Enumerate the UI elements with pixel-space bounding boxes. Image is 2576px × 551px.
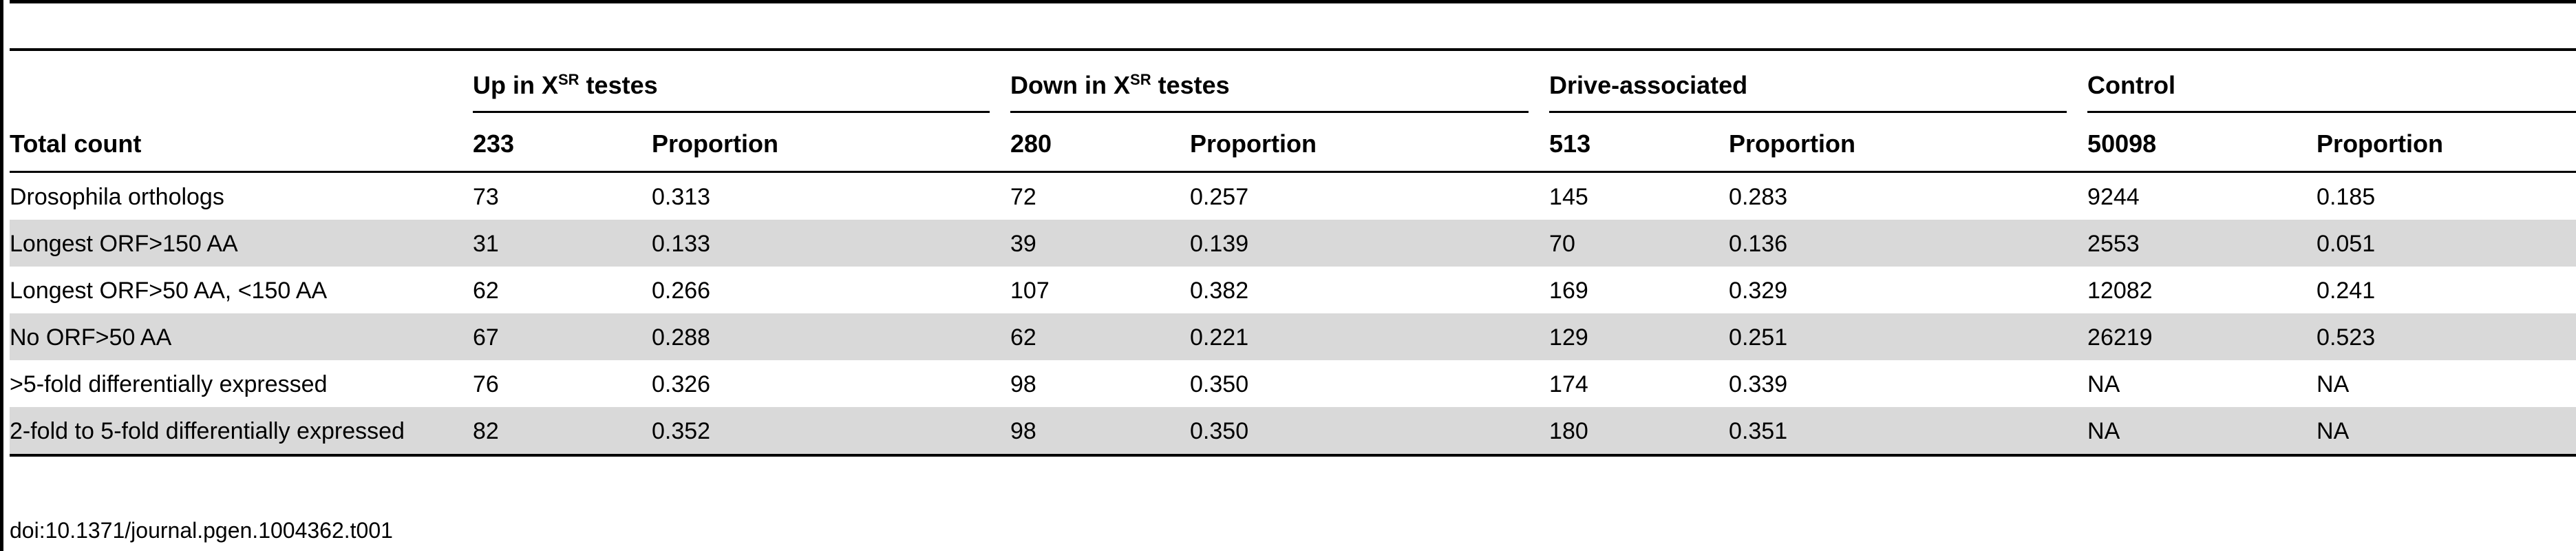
table-cell: 98 [1010, 371, 1036, 397]
table-cell: 0.382 [1190, 278, 1249, 304]
left-border-rule [0, 0, 3, 551]
table-cell: 76 [473, 371, 499, 397]
table-cell: 0.350 [1190, 371, 1249, 397]
table-row: No ORF>50 AA 67 0.288 62 0.221 129 0.251… [10, 313, 2576, 360]
table-cell: 0.257 [1190, 184, 1249, 210]
group-header-label: Up in X [473, 70, 558, 99]
proportion-header: Proportion [652, 117, 1011, 173]
table-cell: 0.351 [1729, 407, 2088, 455]
table-cell: 0.133 [652, 220, 1011, 267]
row-label: >5-fold differentially expressed [10, 371, 328, 397]
table-cell: 0.266 [652, 278, 711, 304]
table-cell: 107 [1010, 278, 1050, 304]
table-cell: 0.221 [1190, 313, 1550, 360]
table-cell: 0.251 [1729, 313, 2088, 360]
table-cell: 73 [473, 184, 499, 210]
table-cell: 0.051 [2317, 220, 2576, 267]
group-header-label: Drive-associated [1549, 70, 1748, 99]
group-header-control: Control [2087, 50, 2576, 117]
doi-caption: doi:10.1371/journal.pgen.1004362.t001 [10, 518, 393, 543]
table-cell: NA [2087, 407, 2317, 455]
table-row: >5-fold differentially expressed 76 0.32… [10, 360, 2576, 407]
group-header-up: Up in XSR testes [473, 50, 1010, 117]
table-cell: 145 [1549, 184, 1588, 210]
table-cell: 0.288 [652, 313, 1011, 360]
count-drive: 513 [1549, 117, 1729, 173]
table-cell: 180 [1549, 407, 1729, 455]
group-header-superscript: SR [558, 70, 579, 88]
table-cell: 31 [473, 220, 652, 267]
table-cell: 0.283 [1729, 184, 1788, 210]
table-cell: 169 [1549, 278, 1588, 304]
table-cell: 0.352 [652, 407, 1011, 455]
table-cell: 2553 [2087, 220, 2317, 267]
table-cell: 26219 [2087, 313, 2317, 360]
group-header-superscript: SR [1130, 70, 1151, 88]
total-count-label: Total count [10, 117, 473, 173]
table-cell: 0.339 [1729, 371, 1788, 397]
table-cell: NA [2087, 371, 2120, 397]
table-cell: 9244 [2087, 184, 2140, 210]
table-cell: 0.350 [1190, 407, 1550, 455]
table-cell: 70 [1549, 220, 1729, 267]
table-cell: 0.313 [652, 184, 711, 210]
group-header-label: Control [2087, 70, 2176, 99]
table-cell: 67 [473, 313, 652, 360]
table-cell: 0.185 [2317, 184, 2376, 210]
data-table: Up in XSR testes Down in XSR testes Driv… [10, 48, 2576, 457]
table-cell: 0.523 [2317, 313, 2576, 360]
table-row: 2-fold to 5-fold differentially expresse… [10, 407, 2576, 455]
proportion-header: Proportion [2317, 117, 2576, 173]
proportion-header: Proportion [1190, 117, 1550, 173]
table-row: Longest ORF>50 AA, <150 AA 62 0.266 107 … [10, 267, 2576, 313]
group-header-row: Up in XSR testes Down in XSR testes Driv… [10, 50, 2576, 117]
table-cell: 72 [1010, 184, 1036, 210]
group-header-down: Down in XSR testes [1010, 50, 1549, 117]
proportion-header: Proportion [1729, 117, 2088, 173]
row-label: Longest ORF>50 AA, <150 AA [10, 278, 328, 304]
group-header-empty [10, 50, 473, 117]
table-cell: 12082 [2087, 278, 2153, 304]
table-cell: 62 [473, 278, 499, 304]
table-cell: 0.136 [1729, 220, 2088, 267]
table-cell: 129 [1549, 313, 1729, 360]
table-container: Up in XSR testes Down in XSR testes Driv… [10, 48, 2576, 457]
table-row: Drosophila orthologs 73 0.313 72 0.257 1… [10, 172, 2576, 220]
table-cell: NA [2317, 407, 2576, 455]
table-cell: 39 [1010, 220, 1191, 267]
group-header-suffix: testes [579, 70, 658, 99]
row-label: Drosophila orthologs [10, 184, 224, 210]
top-border-rule [10, 0, 2576, 3]
group-header-suffix: testes [1151, 70, 1230, 99]
group-header-drive: Drive-associated [1549, 50, 2087, 117]
table-cell: 0.139 [1190, 220, 1550, 267]
table-cell: 174 [1549, 371, 1588, 397]
table-cell: 62 [1010, 313, 1191, 360]
row-label: No ORF>50 AA [10, 313, 473, 360]
row-label: 2-fold to 5-fold differentially expresse… [10, 407, 473, 455]
table-cell: 98 [1010, 407, 1191, 455]
table-row: Longest ORF>150 AA 31 0.133 39 0.139 70 … [10, 220, 2576, 267]
table-cell: 0.326 [652, 371, 711, 397]
count-up: 233 [473, 117, 652, 173]
row-label: Longest ORF>150 AA [10, 220, 473, 267]
total-count-row: Total count 233 Proportion 280 Proportio… [10, 117, 2576, 173]
table-cell: 82 [473, 407, 652, 455]
count-down: 280 [1010, 117, 1191, 173]
table-cell: 0.329 [1729, 278, 1788, 304]
group-header-label: Down in X [1010, 70, 1131, 99]
count-control: 50098 [2087, 117, 2317, 173]
table-cell: NA [2317, 371, 2350, 397]
table-cell: 0.241 [2317, 278, 2376, 304]
